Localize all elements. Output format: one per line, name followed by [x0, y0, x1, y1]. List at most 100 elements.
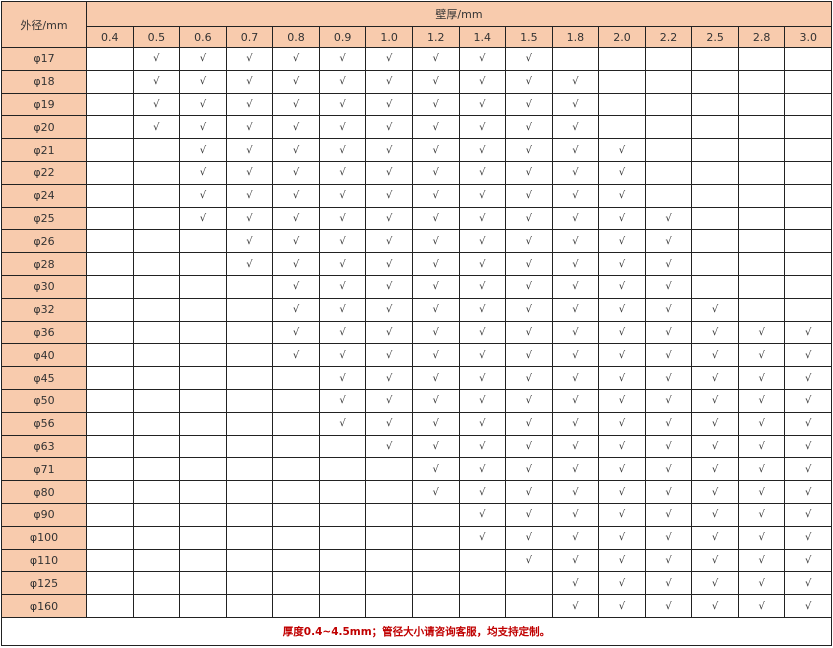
check-mark-cell: √ — [225, 138, 274, 162]
empty-cell — [272, 594, 320, 618]
check-mark-cell: √ — [318, 69, 367, 94]
check-mark-cell: √ — [784, 457, 832, 482]
empty-cell — [318, 502, 367, 527]
empty-cell — [225, 457, 274, 482]
check-mark-cell: √ — [644, 434, 693, 459]
thickness-header: 1.0 — [365, 26, 413, 48]
check-mark-cell: √ — [598, 388, 646, 413]
check-mark-cell: √ — [505, 343, 553, 368]
check-mark-cell: √ — [551, 502, 600, 527]
empty-cell — [318, 525, 367, 550]
empty-cell — [132, 320, 181, 345]
check-mark-cell: √ — [318, 92, 367, 117]
empty-cell — [179, 594, 227, 618]
check-mark-cell: √ — [179, 183, 227, 208]
thickness-header: 0.6 — [179, 26, 227, 48]
empty-cell — [737, 206, 786, 231]
outer-diameter-cell: φ25 — [1, 206, 87, 231]
check-mark-cell: √ — [458, 69, 507, 94]
table-row: φ18 √ √ √ √ √ √ √ √ √ √ — [1, 69, 832, 94]
outer-diameter-cell: φ19 — [1, 92, 87, 117]
check-mark-cell: √ — [411, 434, 460, 459]
check-mark-cell: √ — [458, 274, 507, 299]
empty-cell — [132, 502, 181, 527]
empty-cell — [644, 92, 693, 117]
empty-cell — [179, 571, 227, 596]
check-mark-cell: √ — [458, 457, 507, 482]
empty-cell — [179, 274, 227, 299]
check-mark-cell: √ — [551, 138, 600, 162]
thickness-header: 1.2 — [411, 26, 460, 48]
check-mark-cell: √ — [458, 411, 507, 436]
empty-cell — [86, 183, 134, 208]
check-mark-cell: √ — [132, 115, 181, 140]
check-mark-cell: √ — [505, 138, 553, 162]
check-mark-cell: √ — [691, 297, 739, 322]
outer-diameter-cell: φ21 — [1, 138, 87, 162]
table-row: φ22 √ √ √ √ √ √ √ √ √ √ — [1, 160, 832, 185]
empty-cell — [225, 548, 274, 573]
check-mark-cell: √ — [505, 206, 553, 231]
check-mark-cell: √ — [644, 548, 693, 573]
check-mark-cell: √ — [598, 480, 646, 504]
empty-cell — [272, 388, 320, 413]
check-mark-cell: √ — [737, 457, 786, 482]
empty-cell — [737, 47, 786, 71]
table-row: φ110 √ √ √ √ √ √ √ — [1, 548, 832, 573]
check-mark-cell: √ — [784, 366, 832, 390]
check-mark-cell: √ — [365, 47, 413, 71]
empty-cell — [644, 183, 693, 208]
empty-cell — [179, 320, 227, 345]
outer-diameter-cell: φ90 — [1, 502, 87, 527]
outer-diameter-cell: φ80 — [1, 480, 87, 504]
check-mark-cell: √ — [458, 183, 507, 208]
empty-cell — [318, 434, 367, 459]
outer-diameter-cell: φ17 — [1, 47, 87, 71]
outer-diameter-cell: φ28 — [1, 252, 87, 276]
empty-cell — [86, 502, 134, 527]
check-mark-cell: √ — [737, 388, 786, 413]
check-mark-cell: √ — [598, 160, 646, 185]
check-mark-cell: √ — [598, 411, 646, 436]
check-mark-cell: √ — [784, 388, 832, 413]
outer-diameter-cell: φ160 — [1, 594, 87, 618]
check-mark-cell: √ — [505, 320, 553, 345]
empty-cell — [458, 548, 507, 573]
check-mark-cell: √ — [411, 69, 460, 94]
check-mark-cell: √ — [505, 388, 553, 413]
empty-cell — [132, 343, 181, 368]
empty-cell — [505, 594, 553, 618]
check-mark-cell: √ — [272, 252, 320, 276]
empty-cell — [737, 229, 786, 254]
outer-diameter-cell: φ22 — [1, 160, 87, 185]
empty-cell — [86, 594, 134, 618]
check-mark-cell: √ — [411, 160, 460, 185]
check-mark-cell: √ — [737, 502, 786, 527]
empty-cell — [132, 571, 181, 596]
check-mark-cell: √ — [551, 571, 600, 596]
check-mark-cell: √ — [784, 594, 832, 618]
check-mark-cell: √ — [644, 594, 693, 618]
check-mark-cell: √ — [598, 274, 646, 299]
empty-cell — [179, 229, 227, 254]
outer-diameter-cell: φ26 — [1, 229, 87, 254]
empty-cell — [551, 47, 600, 71]
empty-cell — [737, 69, 786, 94]
empty-cell — [598, 115, 646, 140]
check-mark-cell: √ — [458, 343, 507, 368]
check-mark-cell: √ — [318, 274, 367, 299]
empty-cell — [598, 92, 646, 117]
table-row: φ90 √ √ √ √ √ √ √ √ — [1, 502, 832, 527]
empty-cell — [132, 206, 181, 231]
empty-cell — [86, 229, 134, 254]
table-row: φ20 √ √ √ √ √ √ √ √ √ √ — [1, 115, 832, 140]
empty-cell — [272, 571, 320, 596]
check-mark-cell: √ — [272, 183, 320, 208]
empty-cell — [86, 525, 134, 550]
empty-cell — [179, 388, 227, 413]
check-mark-cell: √ — [225, 115, 274, 140]
empty-cell — [132, 274, 181, 299]
check-mark-cell: √ — [179, 160, 227, 185]
check-mark-cell: √ — [505, 229, 553, 254]
table-row: φ21 √ √ √ √ √ √ √ √ √ √ — [1, 138, 832, 162]
